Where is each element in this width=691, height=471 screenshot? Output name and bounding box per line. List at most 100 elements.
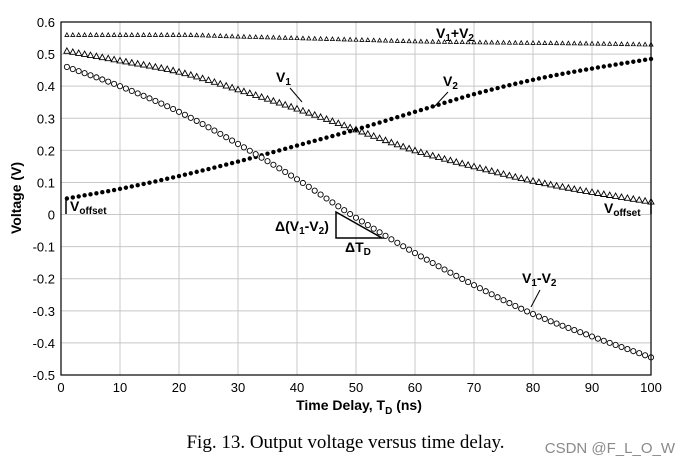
data-point xyxy=(76,32,82,37)
data-point xyxy=(553,40,560,46)
data-point xyxy=(423,256,430,263)
data-point xyxy=(524,308,531,315)
data-point xyxy=(141,181,146,187)
data-point xyxy=(206,166,211,172)
data-point xyxy=(175,67,183,75)
data-point xyxy=(412,38,418,44)
x-tick-label: 70 xyxy=(467,380,481,395)
label-offset-left: Voffset xyxy=(70,198,107,217)
data-point xyxy=(637,58,642,64)
data-point xyxy=(482,288,489,295)
data-point xyxy=(288,172,295,179)
data-point xyxy=(224,162,229,167)
data-point xyxy=(217,33,223,38)
data-point xyxy=(64,196,70,201)
data-point xyxy=(358,127,366,135)
data-point xyxy=(576,186,584,193)
data-point xyxy=(465,93,471,99)
data-point xyxy=(565,40,572,46)
data-point xyxy=(441,38,448,44)
data-point xyxy=(110,55,118,63)
label-delta-t: ΔTD xyxy=(345,239,371,258)
data-point xyxy=(140,92,147,99)
data-point xyxy=(548,73,553,79)
data-point xyxy=(559,322,566,329)
x-tick-label: 40 xyxy=(290,380,304,395)
data-point xyxy=(176,32,182,37)
data-point xyxy=(453,272,460,279)
data-point xyxy=(524,78,530,84)
data-point xyxy=(342,130,347,136)
data-point xyxy=(128,87,135,94)
data-point xyxy=(210,77,219,85)
data-point xyxy=(270,34,277,40)
data-point xyxy=(234,85,242,93)
data-point xyxy=(446,156,455,164)
data-point xyxy=(430,104,435,109)
label-offset-right: Voffset xyxy=(604,200,641,219)
x-tick-label: 10 xyxy=(113,380,127,395)
data-point xyxy=(323,36,330,41)
data-point xyxy=(440,154,449,162)
data-point xyxy=(152,97,159,104)
data-point xyxy=(188,32,194,37)
data-point xyxy=(428,151,437,159)
data-point xyxy=(558,182,567,190)
data-point xyxy=(560,71,565,77)
data-point xyxy=(631,59,636,64)
data-point xyxy=(611,192,620,199)
data-point xyxy=(269,96,278,104)
data-point xyxy=(223,33,229,39)
data-point xyxy=(324,135,329,140)
data-point xyxy=(552,181,561,189)
data-point xyxy=(182,32,188,37)
x-tick-label: 50 xyxy=(349,380,363,395)
data-point xyxy=(594,189,602,196)
data-point xyxy=(625,60,630,65)
y-tick-label: 0.3 xyxy=(37,111,55,126)
leader-v1 xyxy=(289,87,303,103)
data-point xyxy=(175,108,183,115)
data-point xyxy=(412,109,418,115)
data-point xyxy=(181,111,188,118)
data-point xyxy=(99,32,105,37)
y-tick-label: 0.2 xyxy=(37,143,55,158)
data-point xyxy=(235,159,241,164)
data-point xyxy=(340,121,348,129)
data-point xyxy=(170,32,176,37)
data-point xyxy=(424,106,429,111)
data-point xyxy=(305,183,312,190)
data-point xyxy=(157,63,166,71)
data-point xyxy=(464,160,472,168)
data-point xyxy=(94,191,99,196)
data-point xyxy=(64,32,70,37)
data-point xyxy=(123,185,129,190)
data-point xyxy=(565,324,572,331)
data-point xyxy=(406,111,412,116)
data-point xyxy=(241,157,247,163)
y-tick-label: 0.4 xyxy=(37,79,55,94)
data-point xyxy=(165,176,170,181)
data-point xyxy=(169,66,177,74)
data-point xyxy=(642,57,648,63)
data-point xyxy=(263,94,272,102)
data-point xyxy=(523,175,531,183)
data-point xyxy=(200,168,205,173)
data-point xyxy=(317,191,324,198)
data-point xyxy=(582,187,590,194)
data-point xyxy=(93,74,100,81)
data-point xyxy=(240,144,247,151)
data-point xyxy=(381,136,390,144)
data-point xyxy=(63,46,71,54)
data-point xyxy=(524,39,530,45)
data-point xyxy=(170,175,176,180)
data-point xyxy=(394,239,401,246)
data-point xyxy=(283,146,288,151)
data-point xyxy=(382,232,389,239)
data-point xyxy=(453,39,459,44)
data-point xyxy=(353,36,359,42)
data-point xyxy=(336,132,341,137)
data-point xyxy=(299,106,307,114)
data-point xyxy=(194,32,200,38)
data-point xyxy=(630,348,637,355)
